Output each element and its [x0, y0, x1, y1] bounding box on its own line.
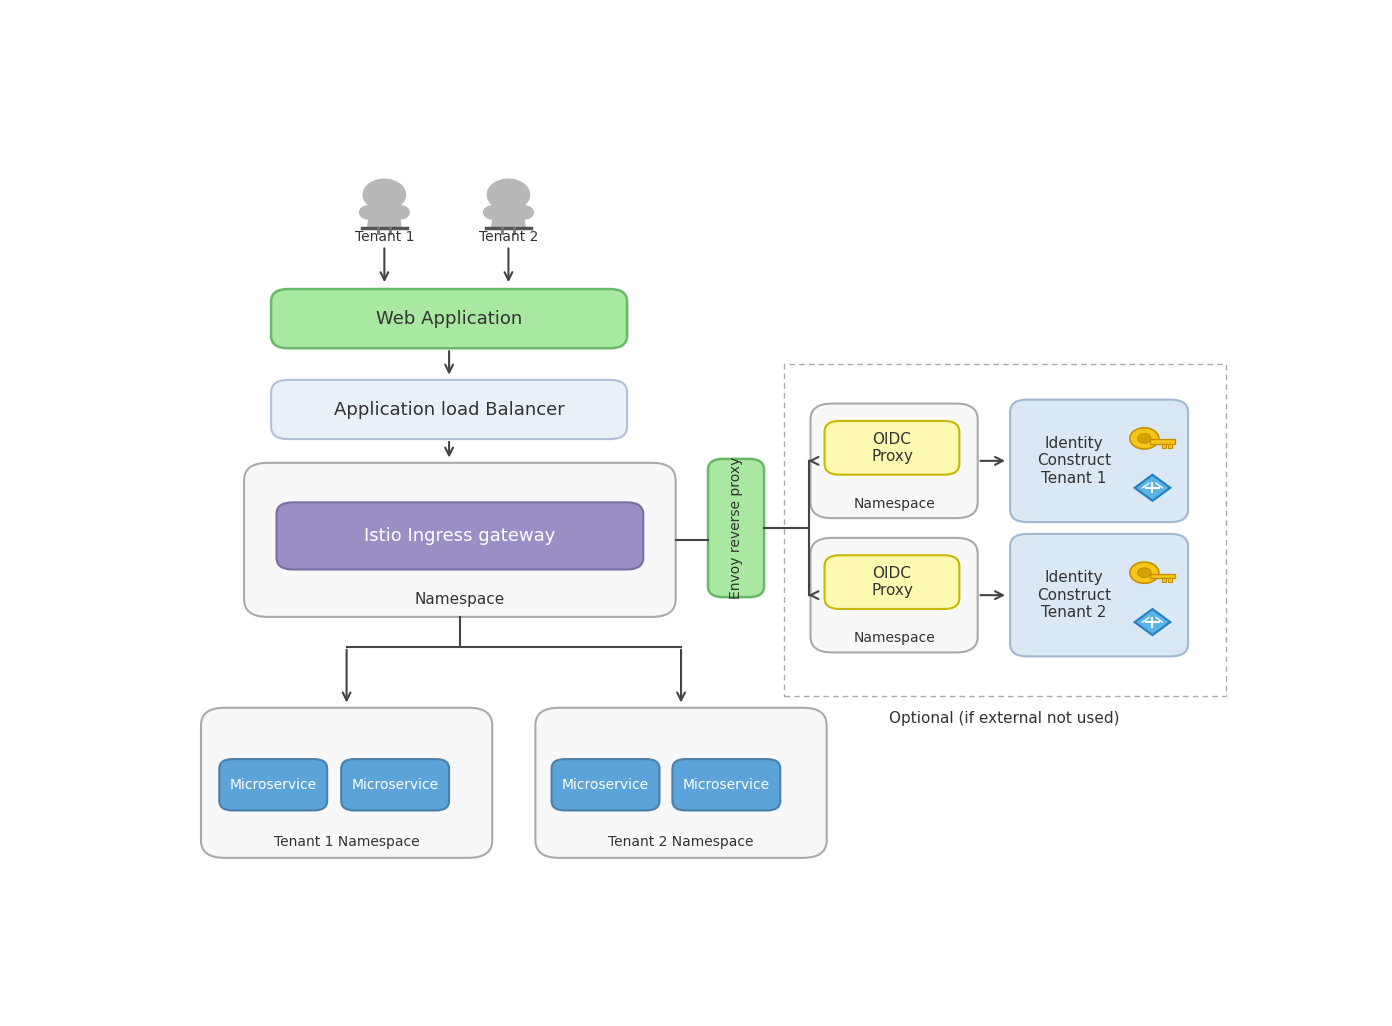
- FancyBboxPatch shape: [810, 538, 977, 653]
- Text: Microservice: Microservice: [683, 778, 770, 792]
- Circle shape: [487, 180, 529, 210]
- Text: Envoy reverse proxy: Envoy reverse proxy: [729, 457, 743, 599]
- Text: Optional (if external not used): Optional (if external not used): [889, 711, 1121, 725]
- Polygon shape: [1168, 443, 1172, 447]
- FancyBboxPatch shape: [271, 380, 626, 439]
- FancyBboxPatch shape: [810, 403, 977, 518]
- Circle shape: [1137, 434, 1151, 443]
- Polygon shape: [367, 210, 401, 227]
- Polygon shape: [1162, 443, 1165, 447]
- Text: Istio Ingress gateway: Istio Ingress gateway: [365, 527, 555, 545]
- Polygon shape: [1168, 578, 1172, 582]
- FancyBboxPatch shape: [271, 289, 626, 348]
- Polygon shape: [1150, 439, 1175, 443]
- Text: Namespace: Namespace: [853, 497, 935, 511]
- Text: Web Application: Web Application: [376, 310, 522, 327]
- FancyBboxPatch shape: [824, 421, 959, 475]
- Circle shape: [1130, 562, 1158, 584]
- Circle shape: [483, 206, 501, 219]
- Polygon shape: [1162, 578, 1165, 582]
- Text: Application load Balancer: Application load Balancer: [334, 400, 565, 419]
- FancyBboxPatch shape: [709, 459, 764, 597]
- Text: Microservice: Microservice: [352, 778, 438, 792]
- Circle shape: [359, 206, 377, 219]
- Text: Tenant 1: Tenant 1: [355, 230, 413, 244]
- FancyBboxPatch shape: [200, 708, 493, 858]
- FancyBboxPatch shape: [1011, 399, 1189, 522]
- FancyBboxPatch shape: [551, 759, 660, 811]
- FancyBboxPatch shape: [341, 759, 450, 811]
- Circle shape: [391, 206, 409, 219]
- Text: Identity
Construct
Tenant 1: Identity Construct Tenant 1: [1037, 436, 1111, 485]
- Circle shape: [515, 206, 533, 219]
- Text: OIDC
Proxy: OIDC Proxy: [871, 432, 913, 464]
- Polygon shape: [501, 203, 515, 210]
- FancyBboxPatch shape: [244, 463, 675, 617]
- Circle shape: [1130, 428, 1158, 449]
- Text: Tenant 1 Namespace: Tenant 1 Namespace: [274, 835, 419, 850]
- Text: Tenant 2: Tenant 2: [479, 230, 539, 244]
- Text: Microservice: Microservice: [562, 778, 649, 792]
- Circle shape: [1137, 568, 1151, 578]
- FancyBboxPatch shape: [824, 555, 959, 609]
- Text: OIDC
Proxy: OIDC Proxy: [871, 566, 913, 598]
- FancyBboxPatch shape: [672, 759, 781, 811]
- FancyBboxPatch shape: [1011, 534, 1189, 657]
- Text: Namespace: Namespace: [853, 631, 935, 645]
- Polygon shape: [491, 210, 525, 227]
- FancyBboxPatch shape: [277, 503, 643, 569]
- FancyBboxPatch shape: [536, 708, 827, 858]
- Polygon shape: [377, 203, 391, 210]
- Polygon shape: [1134, 475, 1171, 501]
- Text: Microservice: Microservice: [230, 778, 317, 792]
- Text: Namespace: Namespace: [415, 592, 505, 607]
- Text: Identity
Construct
Tenant 2: Identity Construct Tenant 2: [1037, 570, 1111, 620]
- Polygon shape: [1150, 574, 1175, 578]
- Circle shape: [363, 180, 405, 210]
- Polygon shape: [1134, 609, 1171, 635]
- Text: Tenant 2 Namespace: Tenant 2 Namespace: [608, 835, 754, 850]
- FancyBboxPatch shape: [220, 759, 327, 811]
